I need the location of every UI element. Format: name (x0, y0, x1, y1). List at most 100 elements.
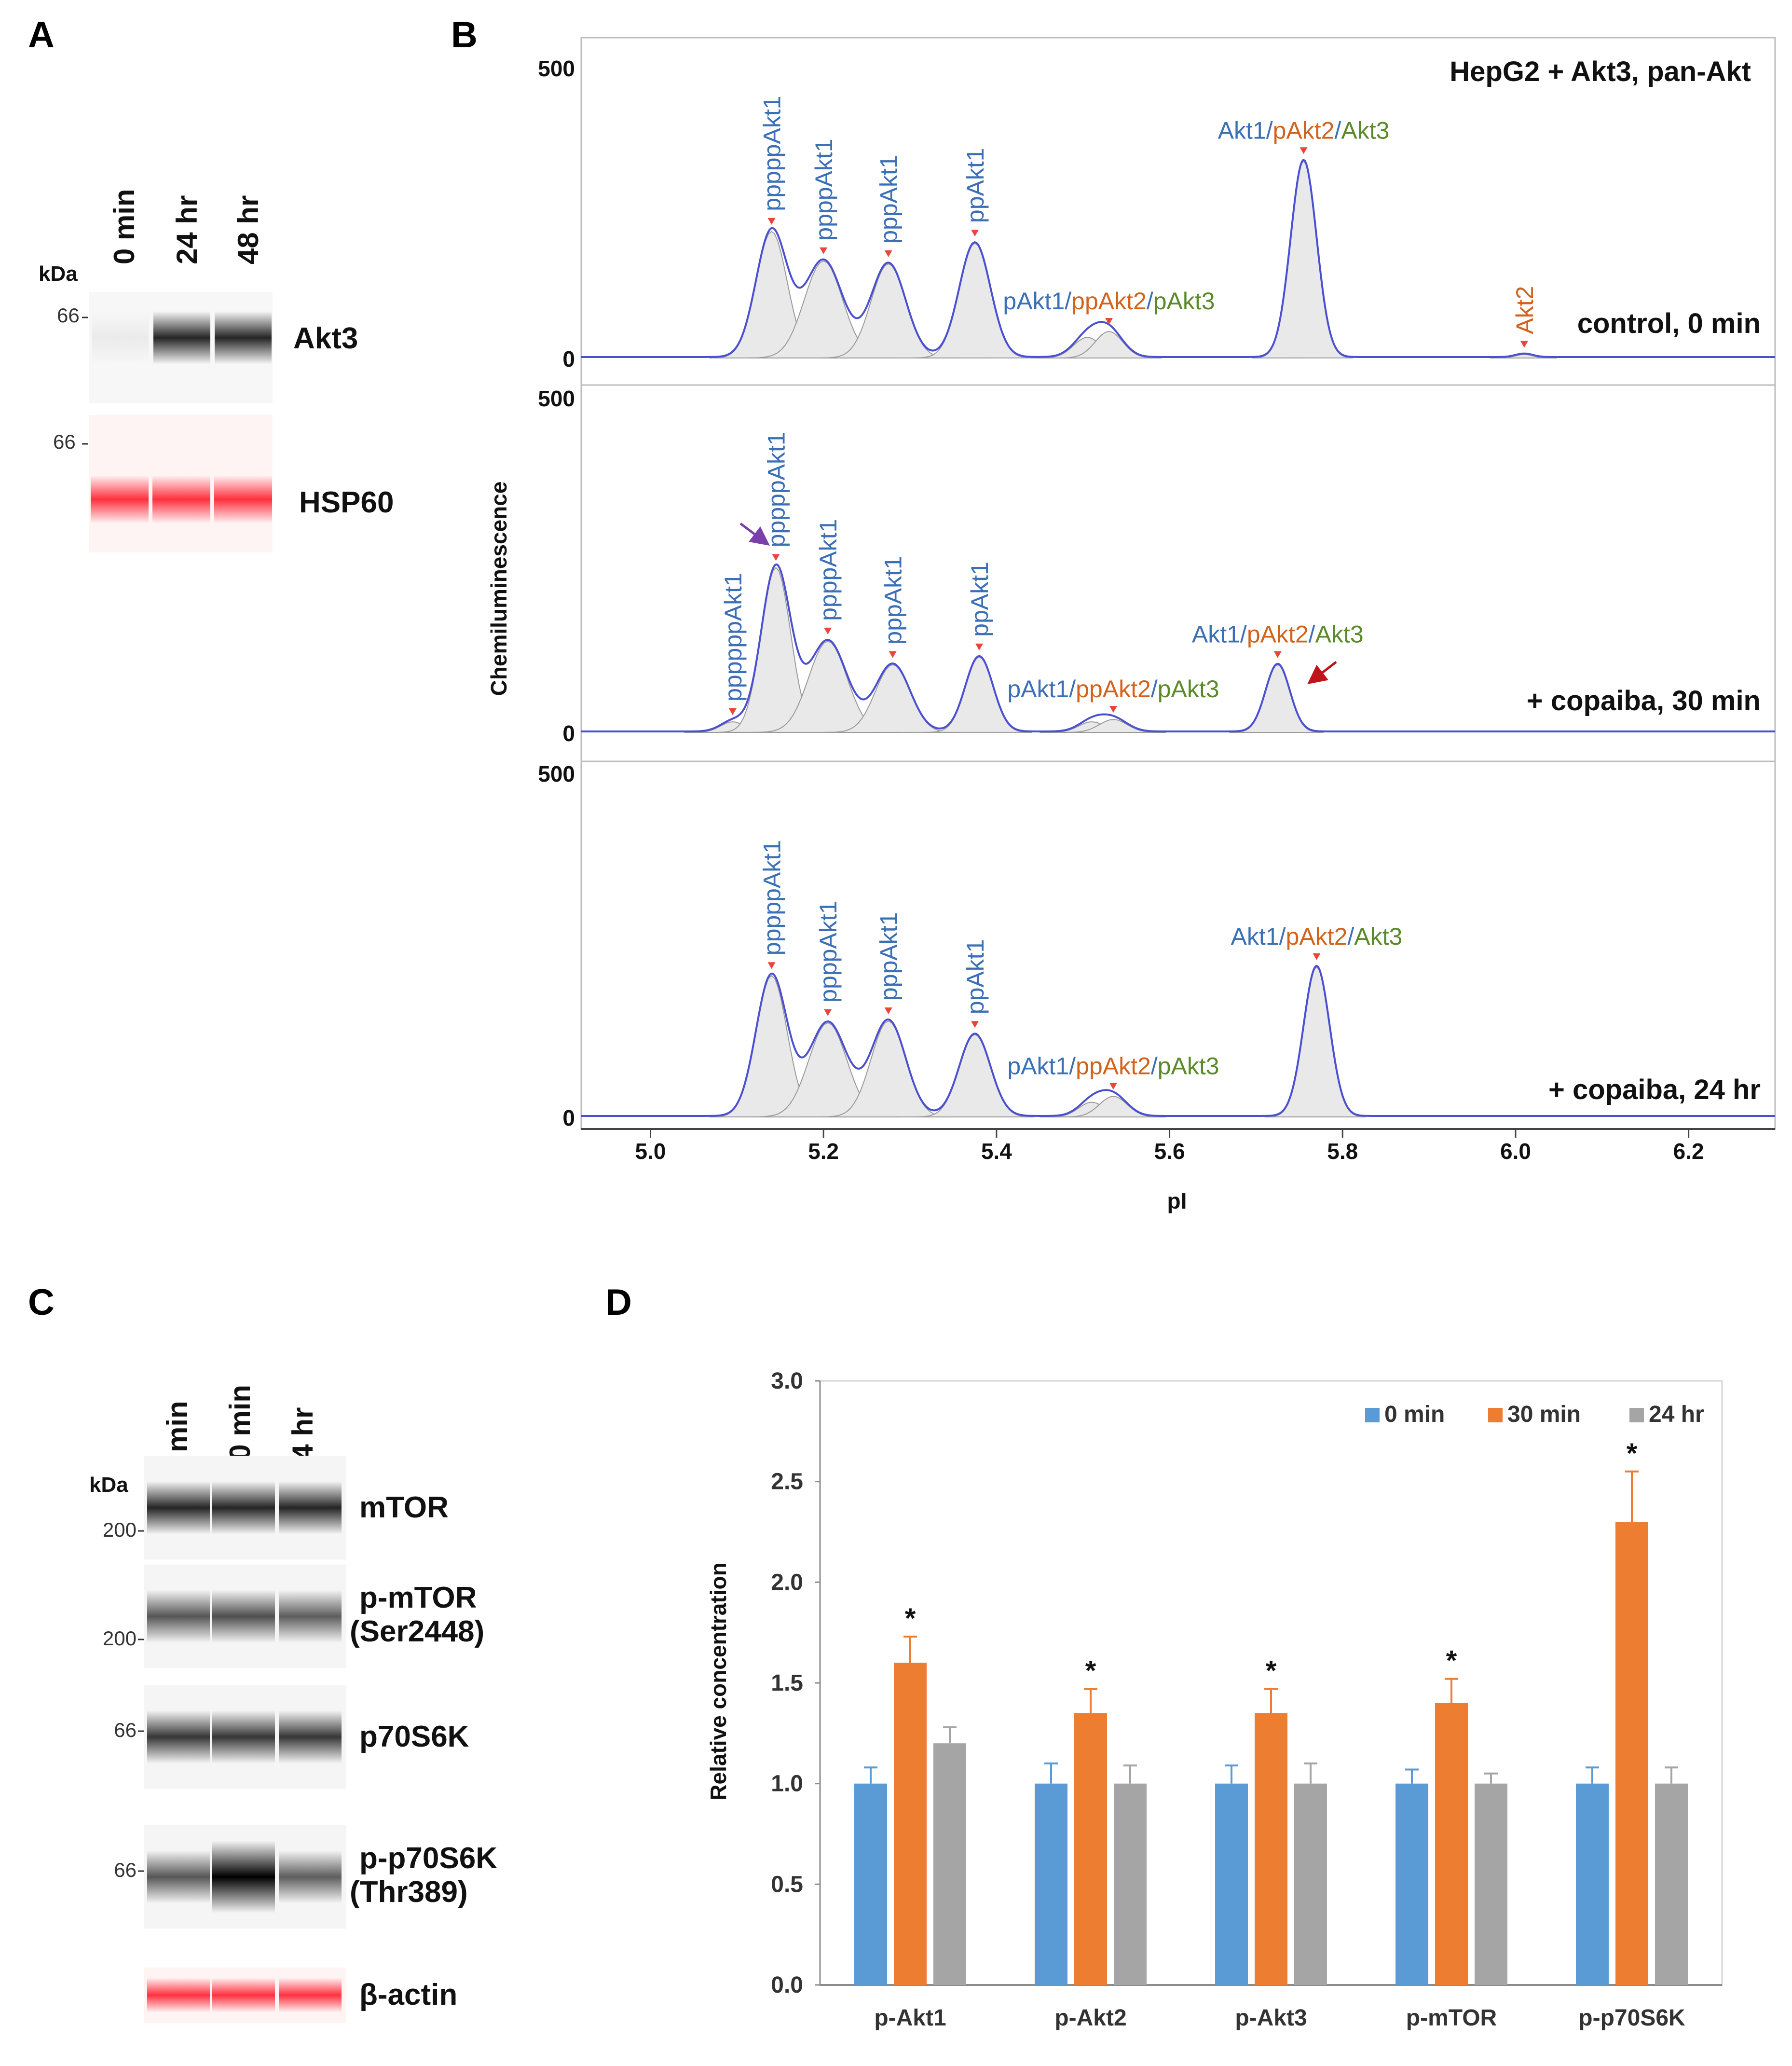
y-ticks-d: 0.0 0.5 1.0 1.5 2.0 2.5 3.0 (771, 1368, 821, 1998)
bar-p-Akt3-0-min (1215, 1783, 1248, 1985)
bar-p-Akt1-30-min (894, 1663, 927, 1985)
x-tick-b-1: 5.2 (808, 1139, 839, 1164)
legend-d: 0 min 30 min 24 hr (1365, 1402, 1704, 1427)
y-tick-d-2: 1.0 (771, 1771, 803, 1797)
bar-p-mTOR-24-hr (1475, 1783, 1507, 1985)
significance-star-4: * (1446, 1645, 1457, 1677)
band-label-c-2: p-mTOR (359, 1581, 477, 1614)
band-c-3-lane-3 (279, 1710, 342, 1763)
peak-label-1-7: Akt2 (1511, 286, 1538, 334)
band-hsp60-lane-2 (152, 475, 210, 523)
marker-c-4: 66 (114, 1859, 137, 1881)
x-tick-b-4: 5.8 (1327, 1139, 1358, 1164)
band-c-1-lane-3 (279, 1481, 342, 1534)
significance-star-3: * (1266, 1655, 1277, 1687)
lane-label-a-2: 24 hr (171, 195, 203, 264)
peak-marker-1-2 (820, 247, 828, 254)
trace-panel-2: 500 0 ppppppAkt1 pppppAkt1 ppppAkt1 pppAkt1 pp… (538, 384, 1775, 746)
peak-label-2-4: pppAkt1 (880, 556, 907, 644)
marker-hsp60: 66 (53, 430, 76, 453)
panel-d-bar-chart: 0.0 0.5 1.0 1.5 2.0 2.5 3.0 Relative concentra… (706, 1368, 1723, 2031)
band-row-hsp60 (91, 475, 272, 523)
y-tick-d-5: 2.5 (771, 1469, 803, 1495)
arrow-purple-icon (739, 523, 770, 546)
peak-label-1-3: pppAkt1 (875, 155, 903, 243)
band-akt3-lane-3 (215, 311, 272, 364)
band-c-1-lane-2 (212, 1481, 275, 1534)
y-tick-top-1: 500 (538, 56, 575, 81)
peak-fill-2-4 (823, 664, 959, 733)
peak-marker-3-2 (824, 1009, 832, 1016)
band-label-c-4: p-p70S6K (359, 1842, 497, 1875)
peak-label-1-5: pAkt1/ppAkt2/pAkt3 (1003, 288, 1215, 315)
band-c-4-lane-2 (212, 1841, 275, 1913)
band-hsp60-lane-3 (214, 475, 272, 523)
significance-star-2: * (1085, 1655, 1096, 1687)
peak-label-3-4: ppAkt1 (962, 939, 989, 1015)
legend-label-1: 0 min (1384, 1402, 1445, 1427)
y-tick-bottom-1: 0 (562, 346, 575, 372)
y-tick-d-3: 1.5 (771, 1670, 803, 1696)
peak-marker-2-4 (889, 651, 897, 658)
peak-marker-1-1 (767, 218, 776, 225)
peak-marker-2-2 (772, 554, 780, 561)
panel-c-western-blot: 0 min 30 min 24 hr kDa 200mTOR200p-mTOR(… (89, 1385, 497, 2023)
band-rows-c: 200 mTOR 200 p-mTOR(Ser2448) 66 p70S6K 66 p-p70… (103, 1456, 497, 2023)
peak-fill-2-8 (1229, 664, 1324, 733)
trace-panels: 500 0 pppppAkt1 ppppAkt1 pppAkt1 ppAkt1 pAkt1/… (538, 56, 1775, 1130)
band-label-hsp60: HSP60 (299, 486, 394, 519)
band-sublabel-c-2: (Ser2448) (350, 1615, 484, 1648)
category-label-1: p-Akt1 (874, 2005, 946, 2031)
significance-star-1: * (905, 1603, 916, 1634)
peak-fill-3-7 (1264, 966, 1366, 1117)
band-c-1-lane-1 (147, 1481, 210, 1534)
y-tick-top-3: 500 (538, 761, 575, 786)
y-tick-bottom-3: 0 (562, 1105, 575, 1130)
bar-p-Akt2-24-hr (1114, 1783, 1147, 1985)
peak-label-3-3: pppAkt1 (875, 912, 903, 1001)
peak-label-2-7: Akt1/pAkt2/Akt3 (1192, 621, 1364, 648)
bar-p-Akt1-24-hr (933, 1743, 966, 1985)
legend-swatch-1 (1365, 1408, 1380, 1422)
kda-label-a: kDa (39, 262, 78, 286)
bar-p-Akt3-30-min (1255, 1713, 1287, 1985)
band-c-2-lane-1 (147, 1590, 210, 1643)
band-c-4-lane-3 (279, 1850, 342, 1903)
bar-p-p70S6K-30-min (1615, 1522, 1648, 1985)
peak-label-2-1: ppppppAkt1 (720, 573, 747, 702)
bar-p-p70S6K-24-hr (1655, 1783, 1688, 1985)
bar-p-Akt1-0-min (854, 1783, 887, 1985)
peak-label-3-5: pAkt1/ppAkt2/pAkt3 (1007, 1052, 1219, 1079)
trace-line-3 (581, 964, 1775, 1117)
condition-label-2: + copaiba, 30 min (1527, 685, 1761, 716)
band-label-akt3: Akt3 (293, 322, 358, 355)
peak-marker-3-4 (971, 1021, 979, 1028)
band-label-c-5: β-actin (359, 1978, 457, 2011)
x-ticks-b: 5.0 5.2 5.4 5.6 5.8 6.0 6.2 (635, 1129, 1704, 1164)
x-tick-b-2: 5.4 (981, 1139, 1012, 1164)
peak-label-1-4: ppAkt1 (962, 148, 989, 223)
bar-p-p70S6K-0-min (1576, 1783, 1609, 1985)
y-tick-d-1: 0.5 (771, 1872, 803, 1897)
peak-marker-2-5 (975, 643, 983, 650)
bar-p-Akt2-0-min (1035, 1783, 1067, 1985)
condition-label-3: + copaiba, 24 hr (1548, 1074, 1761, 1105)
bars-d: * p-Akt1 * p-Akt2 * p-Akt3 * p-mTOR * p-p70S6K (854, 1438, 1688, 2031)
band-c-5-lane-3 (279, 1978, 342, 2012)
peak-marker-2-6 (1109, 706, 1117, 713)
category-label-4: p-mTOR (1406, 2005, 1497, 2031)
peak-marker-1-6 (1300, 147, 1308, 154)
y-tick-d-4: 2.0 (771, 1570, 803, 1595)
peak-label-1-2: ppppAkt1 (810, 138, 837, 240)
y-tick-d-0: 0.0 (771, 1972, 803, 1998)
peak-label-3-6: Akt1/pAkt2/Akt3 (1231, 923, 1403, 950)
band-label-c-1: mTOR (359, 1491, 449, 1524)
trace-panel-3: 500 0 pppppAkt1 ppppAkt1 pppAkt1 ppAkt1 pAkt1/… (538, 760, 1775, 1130)
x-tick-b-0: 5.0 (635, 1139, 666, 1164)
peak-label-3-1: pppppAkt1 (759, 840, 786, 955)
peak-label-2-3: ppppAkt1 (815, 519, 842, 621)
band-c-2-lane-2 (212, 1590, 275, 1643)
panel-label-d: D (605, 1282, 632, 1323)
peak-marker-2-3 (824, 627, 832, 634)
